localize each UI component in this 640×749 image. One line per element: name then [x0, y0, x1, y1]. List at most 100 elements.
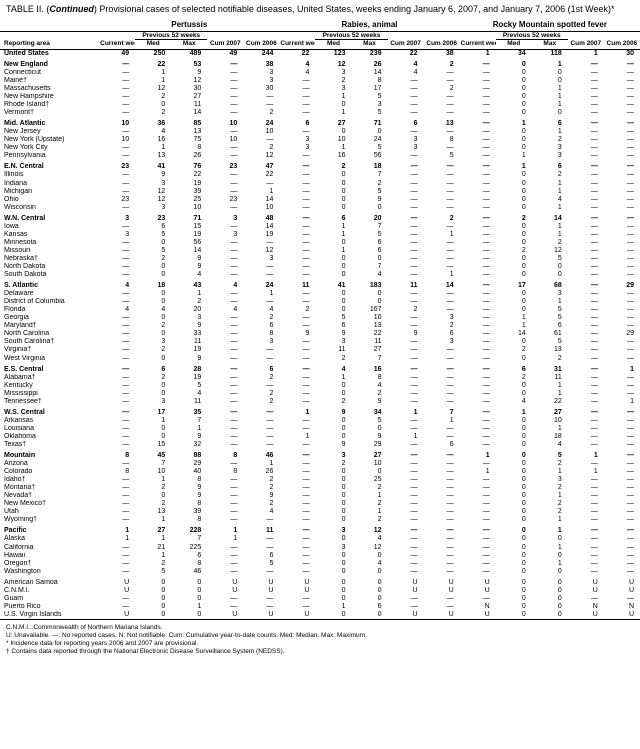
value-cell: 1 — [279, 406, 315, 417]
value-cell: 6 — [315, 322, 351, 330]
value-cell: — — [388, 355, 424, 363]
area-cell: Alabama† — [0, 374, 99, 382]
value-cell: 5 — [532, 314, 568, 322]
value-cell: U — [460, 587, 496, 595]
value-cell: — — [279, 314, 315, 322]
title-rest: ) Provisional cases of selected notifiab… — [94, 4, 615, 14]
value-cell: 9 — [171, 484, 207, 492]
value-cell: — — [388, 476, 424, 484]
area-cell: Connecticut — [0, 69, 99, 77]
value-cell: 11 — [171, 338, 207, 346]
value-cell: 0 — [315, 595, 351, 603]
value-cell: — — [207, 338, 243, 346]
value-cell: — — [568, 298, 604, 306]
value-cell: 1 — [171, 290, 207, 298]
value-cell: — — [207, 595, 243, 603]
value-cell: — — [568, 433, 604, 441]
value-cell: — — [604, 535, 640, 543]
value-cell: — — [99, 93, 135, 101]
value-cell: — — [604, 406, 640, 417]
value-cell: 12 — [532, 247, 568, 255]
value-cell: 3 — [243, 69, 279, 77]
value-cell: — — [99, 544, 135, 552]
value-cell: 6 — [243, 363, 279, 374]
value-cell: — — [207, 390, 243, 398]
value-cell: 10 — [99, 136, 135, 144]
value-cell: — — [424, 468, 460, 476]
value-cell: 8 — [99, 449, 135, 460]
value-cell: U — [388, 587, 424, 595]
value-cell: — — [243, 595, 279, 603]
value-cell: — — [460, 406, 496, 417]
value-cell: 4 — [135, 306, 171, 314]
table-row: New York (Upstate)10167510—3102438—02—— — [0, 136, 640, 144]
value-cell: — — [604, 231, 640, 239]
value-cell: 3 — [279, 136, 315, 144]
value-cell: — — [99, 128, 135, 136]
value-cell: — — [207, 425, 243, 433]
value-cell: — — [424, 516, 460, 524]
value-cell: 23 — [99, 160, 135, 171]
value-cell: — — [460, 338, 496, 346]
value-cell: — — [279, 374, 315, 382]
value-cell: 2 — [135, 93, 171, 101]
value-cell: — — [207, 382, 243, 390]
value-cell: — — [388, 508, 424, 516]
value-cell: — — [424, 346, 460, 354]
value-cell: — — [207, 552, 243, 560]
value-cell: 0 — [171, 576, 207, 587]
value-cell: 18 — [532, 433, 568, 441]
value-cell: 239 — [351, 49, 387, 58]
value-cell: 1 — [532, 85, 568, 93]
table-row: New England—2253—384122642—01—— — [0, 58, 640, 69]
value-cell: — — [568, 460, 604, 468]
value-cell: — — [388, 128, 424, 136]
table-row: South Carolina†—311—3—311—3—05—— — [0, 338, 640, 346]
value-cell: 18 — [351, 160, 387, 171]
value-cell: — — [424, 223, 460, 231]
value-cell: 250 — [135, 49, 171, 58]
value-cell: — — [279, 524, 315, 535]
value-cell: 0 — [315, 425, 351, 433]
value-cell: 5 — [135, 568, 171, 576]
value-cell: — — [568, 374, 604, 382]
value-cell: 2 — [532, 460, 568, 468]
value-cell: — — [207, 247, 243, 255]
value-cell: 3 — [315, 69, 351, 77]
value-cell: 2 — [496, 212, 532, 223]
value-cell: — — [604, 417, 640, 425]
value-cell: — — [604, 255, 640, 263]
value-cell: 4 — [99, 279, 135, 290]
value-cell: 22 — [388, 49, 424, 58]
value-cell: — — [279, 468, 315, 476]
value-cell: U — [604, 576, 640, 587]
value-cell: 2 — [424, 212, 460, 223]
value-cell: — — [568, 363, 604, 374]
value-cell: 0 — [532, 611, 568, 619]
value-cell: 1 — [532, 544, 568, 552]
value-cell: 13 — [424, 117, 460, 128]
area-cell: South Carolina† — [0, 338, 99, 346]
value-cell: 1 — [496, 314, 532, 322]
value-cell: 1 — [496, 160, 532, 171]
value-cell: 0 — [315, 204, 351, 212]
value-cell: 0 — [135, 263, 171, 271]
value-cell: 1 — [315, 93, 351, 101]
table-row: Pacific127228111—312———01—— — [0, 524, 640, 535]
value-cell: 4 — [351, 560, 387, 568]
value-cell: 5 — [315, 314, 351, 322]
value-cell: — — [460, 363, 496, 374]
area-cell: District of Columbia — [0, 298, 99, 306]
value-cell: 1 — [532, 188, 568, 196]
value-cell: U — [243, 576, 279, 587]
value-cell: — — [388, 363, 424, 374]
value-cell: 0 — [135, 425, 171, 433]
area-cell: New Hampshire — [0, 93, 99, 101]
value-cell: — — [279, 568, 315, 576]
value-cell: — — [604, 544, 640, 552]
value-cell: — — [568, 180, 604, 188]
value-cell: — — [207, 484, 243, 492]
value-cell: 0 — [496, 508, 532, 516]
value-cell: 71 — [171, 212, 207, 223]
area-cell: Georgia — [0, 314, 99, 322]
